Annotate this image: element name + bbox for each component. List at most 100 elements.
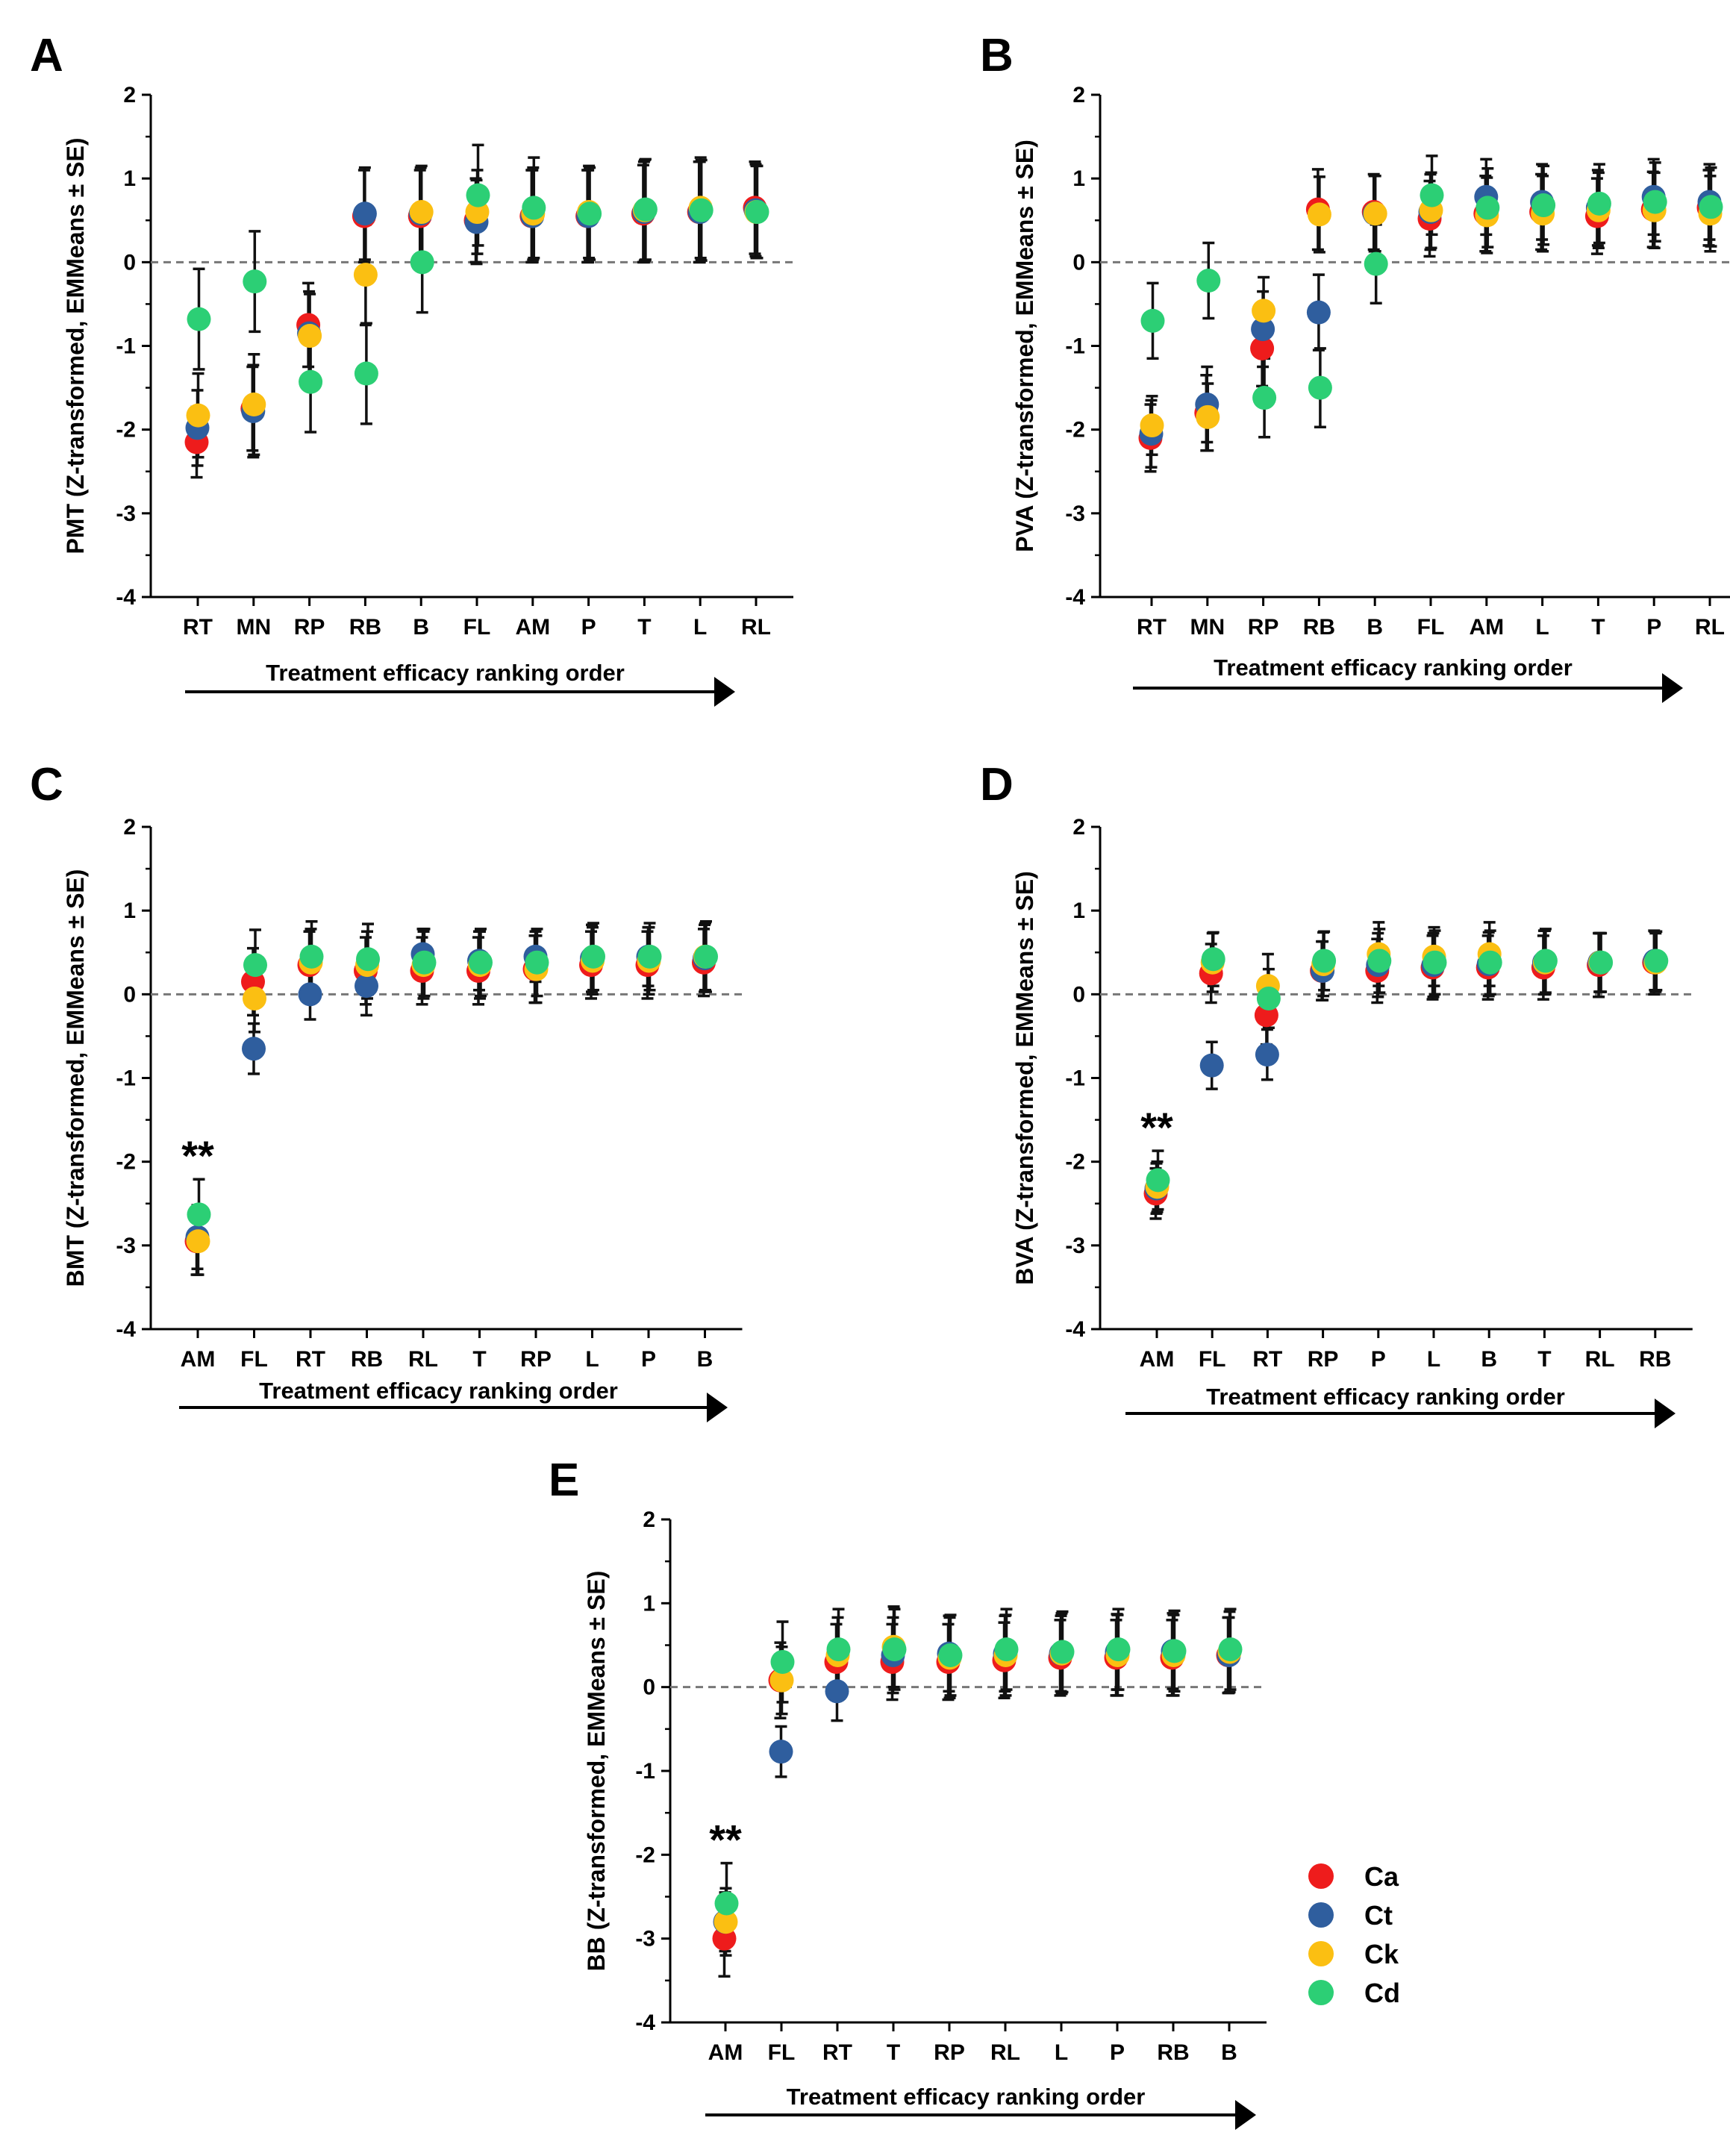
ranking-arrow-head: [1662, 673, 1683, 703]
x-tick-label: FL: [240, 1347, 268, 1372]
y-tick-label: -3: [635, 1927, 655, 1952]
x-tick-label: FL: [1199, 1347, 1226, 1372]
data-point-cd: [633, 197, 658, 222]
y-tick-label: 0: [123, 982, 136, 1007]
x-tick-label: RP: [294, 615, 325, 640]
data-point-ct: [1199, 1053, 1224, 1078]
data-point-ck: [1363, 201, 1387, 226]
x-tick-label: RT: [1252, 1347, 1282, 1372]
data-point-cd: [1196, 269, 1221, 293]
y-axis-title: PMT (Z-transformed, EMMeans ± SE): [62, 137, 89, 554]
panel-letter: E: [549, 1454, 579, 1506]
x-tick-label: AM: [1140, 1347, 1175, 1372]
y-tick-label: 1: [1072, 899, 1085, 923]
data-point-cd: [1252, 386, 1277, 410]
data-point-cd: [1312, 949, 1337, 973]
points-cd: [1140, 183, 1723, 410]
panel-letter: B: [980, 30, 1014, 81]
x-tick-label: B: [697, 1347, 713, 1372]
x-tick-label: L: [1427, 1347, 1440, 1372]
x-tick-label: AM: [708, 2040, 743, 2065]
y-tick-label: -1: [116, 1066, 136, 1091]
data-point-ck: [769, 1668, 794, 1693]
data-point-ct: [1255, 1043, 1279, 1067]
ranking-arrow-head: [714, 677, 735, 707]
x-tick-label: L: [1055, 2040, 1068, 2065]
y-axis-title: BMT (Z-transformed, EMMeans ± SE): [62, 869, 89, 1287]
y-tick-label: -4: [1065, 585, 1085, 610]
series-ck: [719, 1605, 1236, 1957]
data-point-cd: [1478, 950, 1502, 975]
x-tick-label: T: [637, 615, 651, 640]
data-point-cd: [1423, 950, 1447, 975]
legend-item-ck: Ck: [1308, 1939, 1399, 1969]
data-point-cd: [1106, 1637, 1131, 1662]
x-tick-label: RB: [1157, 2040, 1189, 2065]
x-tick-label: FL: [768, 2040, 796, 2065]
y-tick-label: -4: [116, 1317, 136, 1342]
data-point-cd: [1162, 1639, 1187, 1663]
points-ca: [1143, 950, 1667, 1206]
data-point-cd: [770, 1649, 795, 1674]
data-point-cd: [1308, 375, 1332, 400]
data-point-cd: [1533, 949, 1558, 973]
ranking-arrow-head: [1235, 2100, 1256, 2130]
x-tick-label: RP: [934, 2040, 965, 2065]
points-cd: [714, 1637, 1243, 1916]
x-axis-title: Treatment efficacy ranking order: [1214, 654, 1573, 681]
x-tick-label: P: [1646, 615, 1661, 640]
data-point-cd: [1643, 190, 1667, 214]
x-tick-label: AM: [515, 615, 550, 640]
y-axis-title: BB (Z-transformed, EMMeans ± SE): [583, 1571, 610, 1972]
data-point-ck: [713, 1910, 738, 1934]
panel-letter: C: [30, 759, 63, 810]
x-tick-label: RL: [741, 615, 771, 640]
x-tick-label: P: [641, 1347, 656, 1372]
data-point-cd: [354, 361, 378, 386]
panel-b: B -4 -3 -2 -1 0 1 2 RT MN RP RB B FL AM L T P RL PVA (Z-tra…: [980, 30, 1730, 703]
y-axis-title: BVA (Z-transformed, EMMeans ± SE): [1011, 871, 1038, 1285]
data-point-ct: [1251, 317, 1275, 342]
legend: Ca Ct Ck Cd: [1308, 1861, 1400, 2008]
data-point-cd: [1364, 251, 1388, 276]
y-tick-label: -1: [1065, 1066, 1085, 1091]
legend-label: Ct: [1364, 1900, 1393, 1931]
points-cd: [187, 944, 718, 1227]
points-cd: [1146, 947, 1669, 1193]
x-tick-label: RP: [1308, 1347, 1339, 1372]
points-ck: [186, 944, 717, 1254]
x-tick-label: AM: [181, 1347, 216, 1372]
legend-item-cd: Cd: [1308, 1978, 1400, 2008]
y-tick-label: -1: [116, 334, 136, 359]
x-axis-title: Treatment efficacy ranking order: [266, 660, 625, 686]
significance-mark: **: [709, 1816, 742, 1863]
data-point-ct: [769, 1740, 793, 1764]
data-point-ck: [1196, 404, 1220, 429]
y-tick-label: 1: [123, 899, 136, 923]
y-tick-label: -2: [116, 418, 136, 443]
x-tick-label: L: [585, 1347, 599, 1372]
data-point-cd: [714, 1891, 739, 1916]
x-tick-label: RL: [1585, 1347, 1615, 1372]
y-tick-label: 2: [643, 1507, 655, 1532]
data-point-ck: [1307, 202, 1331, 227]
panel-a: A -4 -3 -2 -1 0 1 2 RT MN RP RB B FL AM P T L RL PMT (Z-tra…: [30, 30, 793, 707]
data-point-cd: [637, 944, 662, 969]
y-tick-label: 1: [643, 1591, 655, 1616]
x-tick-label: P: [1110, 2040, 1125, 2065]
data-point-cd: [243, 953, 267, 978]
data-point-cd: [243, 269, 267, 294]
data-point-ck: [465, 200, 490, 225]
data-point-cd: [1050, 1640, 1075, 1664]
ranking-arrow-head: [1655, 1399, 1676, 1428]
series-cd: [1152, 928, 1663, 1211]
data-point-ct: [298, 982, 322, 1007]
data-point-cd: [1589, 950, 1614, 975]
data-point-cd: [578, 201, 602, 226]
data-point-cd: [187, 307, 211, 331]
data-point-cd: [299, 369, 323, 394]
x-tick-label: B: [413, 615, 429, 640]
points-ck: [713, 1634, 1242, 1934]
data-point-cd: [1201, 947, 1225, 972]
y-tick-label: 2: [123, 83, 136, 107]
